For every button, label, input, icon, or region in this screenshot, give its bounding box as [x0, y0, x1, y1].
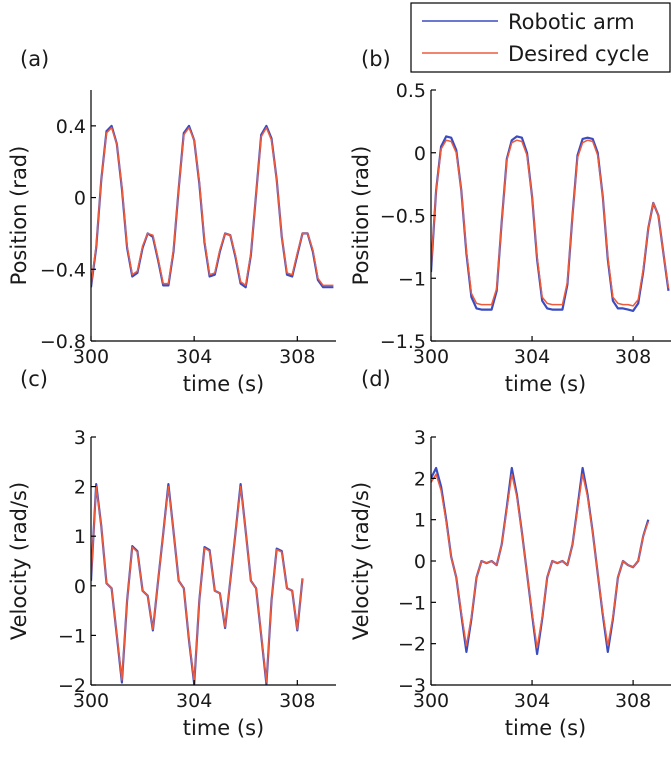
y-tick-label: 1 [414, 510, 426, 532]
x-tick-label: 300 [73, 690, 109, 712]
y-axis-label: Velocity (rad/s) [349, 482, 373, 640]
y-tick-label: 2 [414, 468, 426, 490]
y-tick-label: 0.5 [396, 80, 426, 102]
x-tick-label: 300 [413, 346, 449, 368]
legend-label-robotic-arm: Robotic arm [508, 10, 635, 34]
legend: Robotic arm Desired cycle [410, 2, 671, 73]
y-tick-label: 0 [74, 188, 86, 210]
y-tick-label: −3 [398, 675, 426, 697]
y-tick-label: 0 [414, 551, 426, 573]
x-tick-label: 300 [73, 346, 109, 368]
y-tick-label: −1.5 [380, 331, 426, 353]
series-line-desired-cycle [431, 473, 650, 649]
x-tick-label: 304 [176, 690, 212, 712]
y-tick-label: −2 [58, 675, 86, 697]
series-line-robotic-arm [91, 124, 334, 289]
y-tick-label: −0.4 [40, 259, 86, 281]
x-tick-label: 304 [514, 690, 550, 712]
y-tick-label: 3 [414, 427, 426, 449]
y-tick-label: 3 [74, 427, 86, 449]
legend-box [410, 2, 671, 73]
y-tick-label: −1 [398, 268, 426, 290]
series-line-robotic-arm [91, 483, 304, 686]
y-axis-label: Position (rad) [349, 146, 373, 286]
panel-label: (d) [361, 367, 391, 391]
x-axis-label: time (s) [183, 372, 264, 396]
x-axis-label: time (s) [505, 716, 586, 740]
y-tick-label: 0 [74, 576, 86, 598]
legend-label-desired-cycle: Desired cycle [508, 42, 649, 66]
panel-label: (c) [20, 367, 48, 391]
series-line-desired-cycle [91, 126, 334, 287]
x-tick-label: 304 [176, 346, 212, 368]
y-tick-label: −1 [58, 625, 86, 647]
panel-label: (b) [361, 47, 391, 71]
x-axis-label: time (s) [505, 372, 586, 396]
y-axis-label: Velocity (rad/s) [7, 482, 31, 640]
x-axis-label: time (s) [183, 716, 264, 740]
y-tick-label: 0 [414, 143, 426, 165]
x-tick-label: 300 [413, 690, 449, 712]
y-tick-label: 0.4 [56, 116, 86, 138]
series-line-desired-cycle [431, 139, 670, 307]
x-tick-label: 308 [615, 346, 651, 368]
y-tick-label: −2 [398, 634, 426, 656]
y-tick-label: −0.5 [380, 206, 426, 228]
y-tick-label: −0.8 [40, 331, 86, 353]
y-tick-label: 1 [74, 526, 86, 548]
x-tick-label: 304 [514, 346, 550, 368]
y-tick-label: −1 [398, 592, 426, 614]
series-line-desired-cycle [91, 485, 304, 683]
panel-label: (a) [20, 47, 49, 71]
series-line-robotic-arm [431, 135, 670, 312]
x-tick-label: 308 [615, 690, 651, 712]
y-tick-label: 2 [74, 477, 86, 499]
x-tick-label: 308 [279, 346, 315, 368]
x-tick-label: 308 [279, 690, 315, 712]
y-axis-label: Position (rad) [7, 146, 31, 286]
